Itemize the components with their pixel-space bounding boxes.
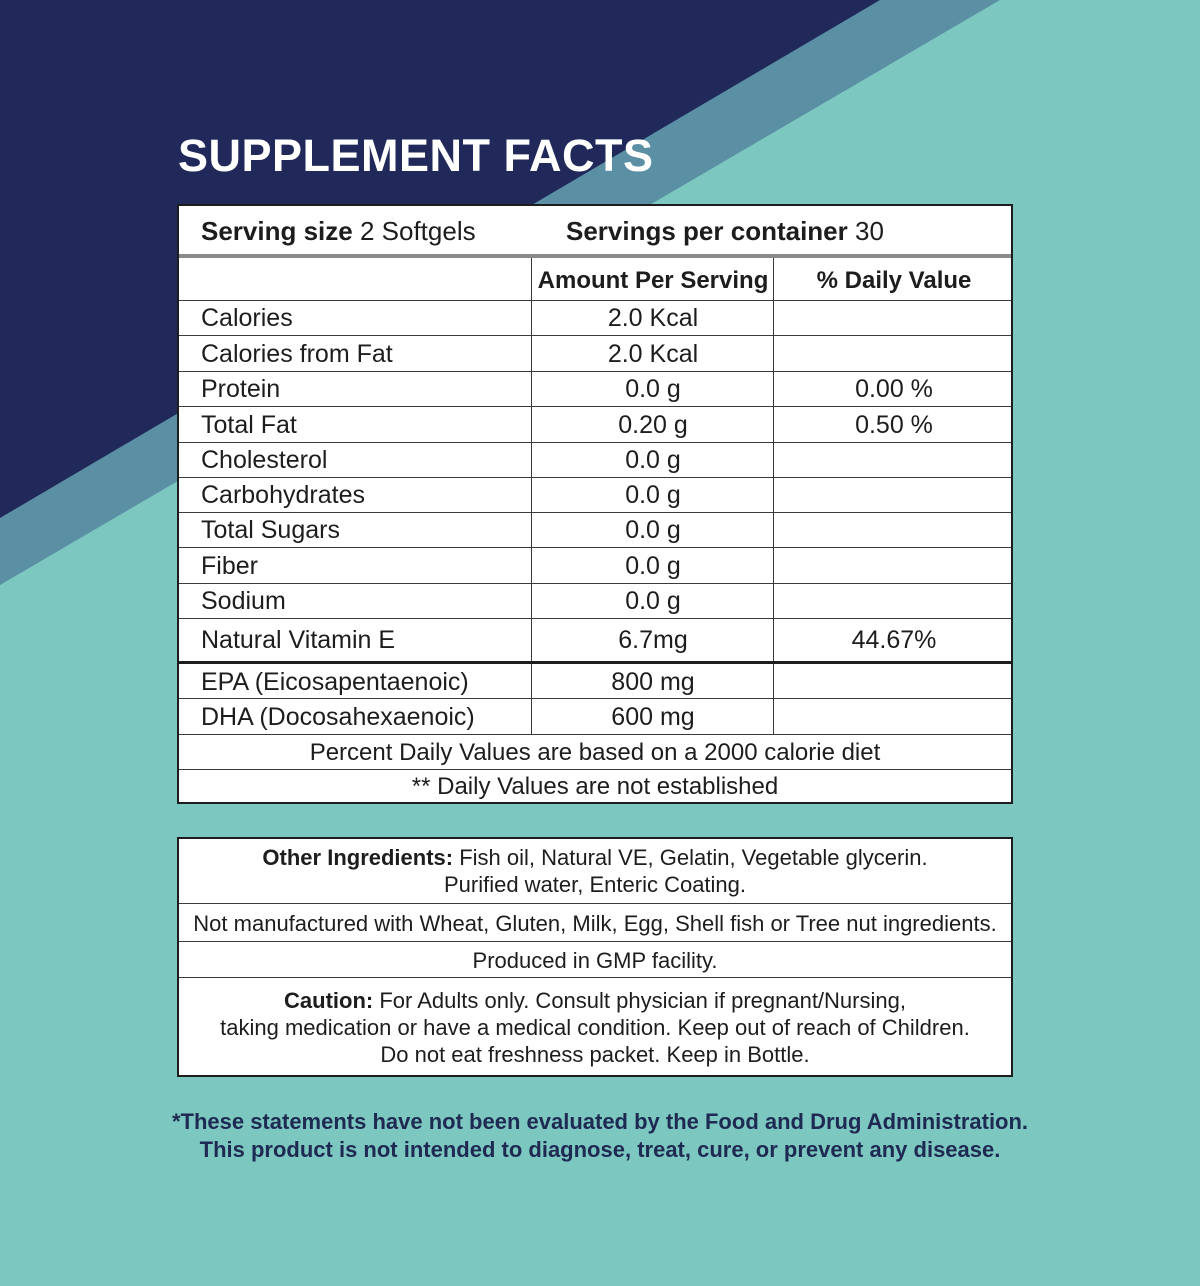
caution-statement: Caution: For Adults only. Consult physic… bbox=[179, 978, 1011, 1076]
nutrient-daily-value bbox=[773, 301, 1014, 336]
fda-disclaimer-line-2: This product is not intended to diagnose… bbox=[199, 1137, 1001, 1162]
fda-disclaimer: *These statements have not been evaluate… bbox=[160, 1108, 1040, 1164]
servings-per-container-value: 30 bbox=[855, 215, 884, 246]
ingredients-row: Other Ingredients: Fish oil, Natural VE,… bbox=[179, 839, 1011, 903]
facility-statement: Produced in GMP facility. bbox=[472, 947, 718, 973]
nutrient-daily-value bbox=[773, 584, 1014, 619]
ingredients-text-2: Purified water, Enteric Coating. bbox=[443, 872, 747, 897]
page-title: SUPPLEMENT FACTS bbox=[178, 130, 654, 181]
table-row: Cholesterol 0.0 g bbox=[179, 442, 1011, 478]
column-header-row: Amount Per Serving % Daily Value bbox=[179, 254, 1011, 304]
caution-text-3: Do not eat freshness packet. Keep in Bot… bbox=[380, 1041, 810, 1067]
fda-disclaimer-line-1: *These statements have not been evaluate… bbox=[171, 1109, 1029, 1134]
other-ingredients: Other Ingredients: Fish oil, Natural VE,… bbox=[179, 839, 1011, 903]
nutrient-amount: 2.0 Kcal bbox=[531, 336, 774, 372]
table-row: Natural Vitamin E 6.7mg 44.67% bbox=[179, 618, 1011, 662]
caution-row: Caution: For Adults only. Consult physic… bbox=[179, 977, 1011, 1076]
facility-row: Produced in GMP facility. bbox=[179, 941, 1011, 978]
table-row: Fiber 0.0 g bbox=[179, 547, 1011, 584]
column-header-nutrient bbox=[179, 258, 531, 304]
serving-size-label: Serving size bbox=[201, 215, 353, 246]
nutrient-amount: 6.7mg bbox=[531, 619, 774, 662]
table-row: Carbohydrates 0.0 g bbox=[179, 477, 1011, 513]
nutrient-name: Total Fat bbox=[201, 410, 297, 439]
nutrient-daily-value: 0.50 % bbox=[773, 407, 1014, 443]
nutrient-daily-value bbox=[773, 699, 1014, 735]
footnote-not-established: ** Daily Values are not established bbox=[411, 772, 779, 800]
nutrient-daily-value bbox=[773, 478, 1014, 513]
ingredients-label: Other Ingredients: bbox=[262, 845, 454, 870]
footnote-row-2: ** Daily Values are not established bbox=[179, 769, 1011, 803]
other-info-box: Other Ingredients: Fish oil, Natural VE,… bbox=[177, 837, 1013, 1077]
serving-size: Serving size 2 Softgels bbox=[201, 206, 476, 256]
serving-size-value: 2 Softgels bbox=[359, 215, 476, 246]
table-row: Total Sugars 0.0 g bbox=[179, 512, 1011, 548]
table-row: EPA (Eicosapentaenoic) 800 mg bbox=[179, 661, 1011, 701]
nutrient-name: DHA (Docosahexaenoic) bbox=[201, 702, 475, 731]
nutrient-name: EPA (Eicosapentaenoic) bbox=[201, 668, 469, 696]
nutrient-amount: 2.0 Kcal bbox=[531, 301, 774, 336]
nutrient-daily-value bbox=[773, 664, 1014, 701]
table-row: Calories from Fat 2.0 Kcal bbox=[179, 335, 1011, 372]
column-header-amount: Amount Per Serving bbox=[531, 258, 774, 304]
caution-text-2: taking medication or have a medical cond… bbox=[220, 1014, 970, 1040]
nutrient-amount: 0.0 g bbox=[531, 443, 774, 478]
nutrient-daily-value bbox=[773, 513, 1014, 548]
nutrient-amount: 0.0 g bbox=[531, 372, 774, 407]
nutrient-amount: 0.0 g bbox=[531, 513, 774, 548]
caution-label: Caution: bbox=[284, 987, 374, 1013]
nutrient-amount: 0.0 g bbox=[531, 548, 774, 584]
nutrient-amount: 0.20 g bbox=[531, 407, 774, 443]
nutrient-name: Cholesterol bbox=[201, 446, 328, 474]
table-row: Total Fat 0.20 g 0.50 % bbox=[179, 406, 1011, 443]
nutrient-name: Fiber bbox=[201, 551, 258, 580]
allergen-row: Not manufactured with Wheat, Gluten, Mil… bbox=[179, 903, 1011, 942]
nutrient-amount: 0.0 g bbox=[531, 478, 774, 513]
table-row: Sodium 0.0 g bbox=[179, 583, 1011, 619]
footnote-row-1: Percent Daily Values are based on a 2000… bbox=[179, 734, 1011, 770]
nutrient-daily-value bbox=[773, 443, 1014, 478]
allergen-statement: Not manufactured with Wheat, Gluten, Mil… bbox=[193, 910, 997, 936]
caution-text-1: For Adults only. Consult physician if pr… bbox=[373, 987, 906, 1013]
serving-row: Serving size 2 Softgels Servings per con… bbox=[179, 206, 1011, 256]
table-row: DHA (Docosahexaenoic) 600 mg bbox=[179, 698, 1011, 735]
nutrient-name: Natural Vitamin E bbox=[201, 626, 396, 654]
footnote-daily-values: Percent Daily Values are based on a 2000… bbox=[309, 738, 881, 766]
nutrient-daily-value bbox=[773, 548, 1014, 584]
supplement-facts-table: Serving size 2 Softgels Servings per con… bbox=[177, 204, 1013, 804]
nutrient-daily-value bbox=[773, 336, 1014, 372]
nutrient-amount: 0.0 g bbox=[531, 584, 774, 619]
nutrient-name: Carbohydrates bbox=[201, 481, 365, 509]
nutrient-daily-value: 44.67% bbox=[773, 619, 1014, 662]
servings-per-container: Servings per container 30 bbox=[566, 206, 884, 256]
nutrient-name: Total Sugars bbox=[201, 516, 340, 544]
nutrient-name: Sodium bbox=[201, 587, 286, 615]
ingredients-text-1: Fish oil, Natural VE, Gelatin, Vegetable… bbox=[453, 845, 928, 870]
nutrient-amount: 800 mg bbox=[531, 664, 774, 701]
nutrient-name: Protein bbox=[201, 375, 281, 403]
servings-per-container-label: Servings per container bbox=[566, 215, 848, 246]
column-header-daily-value: % Daily Value bbox=[773, 258, 1014, 304]
nutrient-name: Calories bbox=[201, 304, 293, 332]
nutrient-daily-value: 0.00 % bbox=[773, 372, 1014, 407]
table-row: Protein 0.0 g 0.00 % bbox=[179, 371, 1011, 407]
nutrient-name: Calories from Fat bbox=[201, 339, 393, 368]
nutrient-amount: 600 mg bbox=[531, 699, 774, 735]
table-row: Calories 2.0 Kcal bbox=[179, 300, 1011, 336]
